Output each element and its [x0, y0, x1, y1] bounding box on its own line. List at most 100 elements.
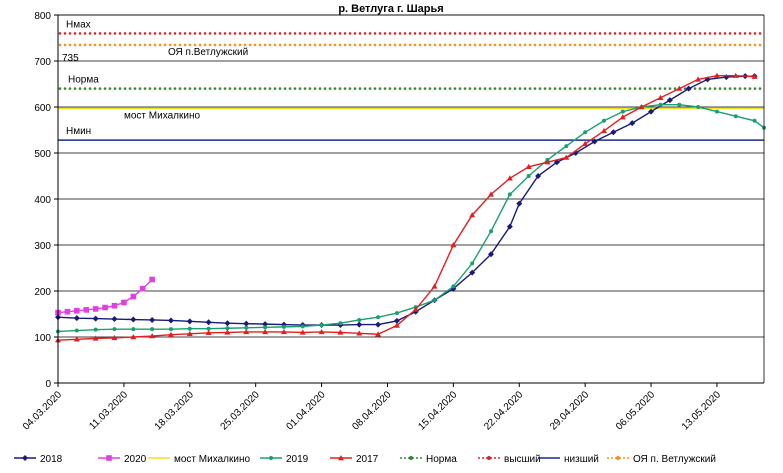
ref-line-dot-norm	[328, 87, 332, 90]
ref-line-dot-norm	[68, 87, 72, 90]
ref-line-dot-ovl	[303, 43, 307, 47]
y-tick-label: 700	[34, 57, 51, 68]
ref-line-dot-norm	[123, 87, 127, 90]
data-point	[507, 192, 512, 197]
ref-line-dot-norm	[323, 87, 327, 90]
ref-line-dot-norm	[368, 87, 372, 90]
ref-line-dot-norm	[188, 87, 192, 90]
ref-line-dot-hmax	[638, 32, 642, 35]
ref-line-dot-norm	[428, 87, 432, 90]
data-point	[469, 212, 476, 218]
x-tick-label: 18.03.2020	[153, 389, 196, 432]
ref-line-dot-ovl	[728, 43, 732, 47]
ref-line-dot-ovl	[383, 43, 387, 47]
ref-line-dot-ovl	[738, 43, 742, 47]
ref-line-dot-norm	[528, 87, 532, 90]
data-point	[73, 336, 80, 342]
ref-line-dot-norm	[243, 87, 247, 90]
ref-line-dot-norm	[713, 87, 717, 90]
y-tick-label: 400	[34, 195, 51, 206]
data-point	[696, 105, 701, 109]
ref-line-dot-ovl	[458, 43, 462, 47]
x-tick-label: 29.04.2020	[548, 389, 591, 432]
ref-line-dot-ovl	[553, 43, 557, 47]
ref-line-dot-ovl	[448, 43, 452, 47]
data-point	[600, 127, 607, 134]
ref-line-dot-ovl	[243, 43, 247, 47]
ref-line-dot-hmax	[663, 32, 667, 35]
ref-label-norm: Норма	[68, 75, 99, 86]
ref-line-dot-norm	[398, 87, 402, 90]
ref-line-dot-norm	[623, 87, 627, 90]
data-point	[187, 326, 192, 331]
data-point	[74, 307, 80, 314]
data-point	[591, 138, 598, 145]
ref-line-dot-norm	[448, 87, 452, 90]
ref-line-dot-ovl	[418, 43, 422, 47]
data-point	[112, 327, 117, 332]
ref-label-ovl: ОЯ п.Ветлужский	[168, 47, 248, 58]
ref-line-dot-hmax	[703, 32, 707, 35]
ref-line-dot-norm	[668, 87, 672, 90]
data-point	[695, 76, 702, 82]
data-point	[130, 293, 137, 300]
ref-line-dot-ovl	[608, 43, 612, 47]
ref-line-dot-norm	[183, 87, 187, 90]
ref-line-dot-norm	[203, 87, 207, 90]
ref-line-dot-hmax	[498, 32, 502, 35]
y-tick-label: 800	[34, 11, 51, 22]
ref-line-dot-hmax	[118, 32, 122, 35]
ref-line-dot-hmax	[368, 32, 372, 35]
legend-label: 2017	[356, 454, 379, 465]
ref-line-dot-ovl	[123, 43, 127, 47]
ref-line-dot-hmax	[83, 32, 87, 35]
data-point	[280, 328, 287, 335]
x-tick-label: 15.04.2020	[416, 389, 459, 432]
ref-line-dot-norm	[208, 87, 212, 90]
data-point	[752, 118, 757, 123]
ref-line-dot-ovl	[613, 43, 617, 47]
ref-line-dot-norm	[338, 87, 342, 90]
ref-line-dot-norm	[343, 87, 347, 90]
ref-line-dot-norm	[478, 87, 482, 90]
ref-line-dot-hmax	[598, 32, 602, 35]
data-point	[150, 327, 155, 332]
ref-line-dot-hmax	[218, 32, 222, 35]
data-point	[648, 108, 655, 115]
ref-line-dot-ovl	[548, 43, 552, 47]
data-point	[657, 94, 664, 100]
ref-line-dot-ovl	[228, 43, 232, 47]
legend-item: 2018	[14, 454, 63, 465]
ref-line-dot-ovl	[453, 43, 457, 47]
ref-line-dot-hmax	[278, 32, 282, 35]
data-point	[451, 284, 456, 289]
ref-line-dot-hmax	[128, 32, 132, 35]
ref-label-most: мост Михалкино	[124, 110, 200, 121]
ref-line-dot-norm	[288, 87, 292, 90]
data-point	[526, 174, 531, 178]
ref-line-dot-ovl	[328, 43, 332, 47]
legend-label: ОЯ п. Ветлужский	[633, 454, 716, 465]
series-line-2017	[57, 75, 755, 341]
ref-line-dot-hmax	[318, 32, 322, 35]
legend-item: ОЯ п. Ветлужский	[607, 454, 716, 465]
ref-line-dot-norm	[548, 87, 552, 90]
ref-line-dot-ovl	[258, 43, 262, 47]
ref-line-dot-norm	[408, 87, 412, 90]
ref-line-dot-norm	[633, 87, 637, 90]
ref-line-dot-hmax	[88, 32, 92, 35]
ref-line-dot-norm	[138, 87, 142, 90]
data-point	[269, 456, 273, 460]
ref-line-dot-ovl	[308, 43, 312, 47]
ref-line-dot-norm	[333, 87, 337, 90]
ref-line-dot-ovl	[473, 43, 477, 47]
ref-line-dot-norm	[348, 87, 352, 90]
x-tick-label: 11.03.2020	[87, 389, 130, 432]
data-point	[168, 327, 173, 332]
ref-line-dot-ovl	[503, 43, 507, 47]
ref-line-dot-norm	[228, 87, 232, 90]
ref-line-dot-ovl	[153, 43, 157, 47]
data-point	[149, 333, 156, 339]
ref-line-dot-hmax	[738, 32, 742, 35]
ref-line-dot-hmax	[503, 32, 507, 35]
